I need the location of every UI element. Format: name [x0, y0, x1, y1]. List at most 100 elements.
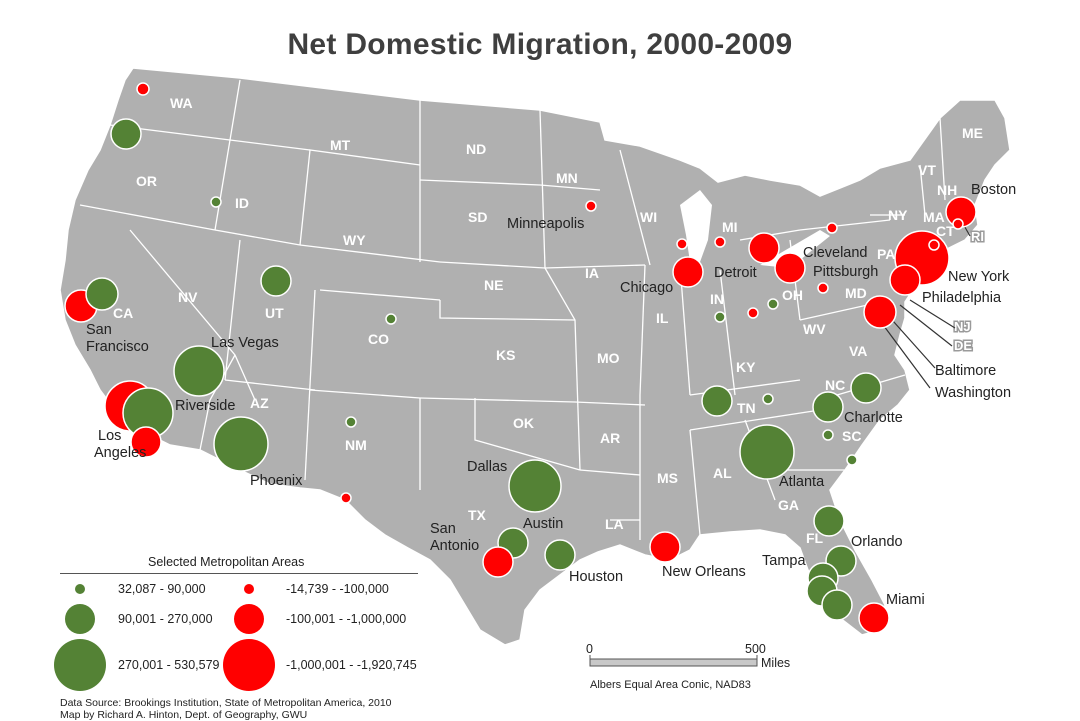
metro-houston [544, 539, 576, 571]
metro-detroit [748, 232, 780, 264]
state-labels: WA OR CA ID NV UT AZ MT WY CO NM ND SD N… [113, 95, 986, 546]
city-label-san-francisco-2: Francisco [86, 339, 149, 355]
metro-indianapolis [714, 311, 726, 323]
legend-gain-label-2: 90,001 - 270,000 [118, 612, 213, 626]
state-label-mi: MI [722, 219, 738, 235]
city-label-san-francisco-1: San [86, 322, 112, 338]
state-label-wa: WA [170, 95, 193, 111]
state-label-id: ID [235, 195, 249, 211]
city-label-charlotte: Charlotte [844, 410, 903, 426]
state-label-ca: CA [113, 305, 133, 321]
state-label-nc: NC [825, 377, 845, 393]
metro-minneapolis [585, 200, 597, 212]
metro-atlanta [739, 424, 795, 480]
scale-bar [589, 655, 758, 667]
state-label-ri: RI [971, 229, 984, 244]
state-label-mo: MO [597, 350, 620, 366]
scale-unit-label: Miles [761, 656, 791, 670]
metro-dayton [747, 307, 759, 319]
metro-seattle [136, 82, 150, 96]
metro-boise [210, 196, 222, 208]
metro-albuquerque [345, 416, 357, 428]
metro-chicago [672, 256, 704, 288]
city-label-boston: Boston [971, 182, 1016, 198]
city-label-atlanta: Atlanta [779, 474, 825, 490]
legend-loss-label-2: -100,001 - -1,000,000 [286, 612, 407, 626]
state-label-me: ME [962, 125, 983, 141]
metro-las-vegas [173, 345, 225, 397]
state-label-ms: MS [657, 470, 678, 486]
city-label-orlando: Orlando [851, 534, 903, 550]
state-label-ks: KS [496, 347, 515, 363]
state-label-wi: WI [640, 209, 657, 225]
city-label-miami: Miami [886, 592, 925, 608]
legend-loss-large [223, 639, 275, 691]
state-label-de: DE [954, 338, 972, 353]
city-label-baltimore: Baltimore [935, 363, 996, 379]
metro-denver [385, 313, 397, 325]
city-label-new-orleans: New Orleans [662, 564, 746, 580]
state-label-ga: GA [778, 497, 799, 513]
state-label-vt: VT [918, 162, 936, 178]
metro-raleigh [850, 372, 882, 404]
metro-columbus [767, 298, 779, 310]
scale-end-label: 500 [745, 642, 766, 656]
legend-gain-label-1: 32,087 - 90,000 [118, 582, 206, 596]
city-label-detroit: Detroit [714, 265, 757, 281]
city-label-chicago: Chicago [620, 280, 673, 296]
state-label-ok: OK [513, 415, 534, 431]
state-label-nj: NJ [954, 319, 971, 334]
lake-michigan [680, 190, 712, 262]
metro-dallas [508, 459, 562, 513]
state-label-wv: WV [803, 321, 826, 337]
metro-phoenix [213, 416, 269, 472]
city-label-los-angeles-2: Angeles [94, 445, 146, 461]
metro-milwaukee [676, 238, 688, 250]
state-label-or: OR [136, 173, 157, 189]
city-label-las-vegas: Las Vegas [211, 335, 279, 351]
metro-sacramento [85, 277, 119, 311]
state-label-mn: MN [556, 170, 578, 186]
metro-philadelphia [889, 264, 921, 296]
state-label-pa: PA [877, 246, 895, 262]
metro-providence [952, 218, 964, 230]
city-label-new-york: New York [948, 269, 1010, 285]
legend-title: Selected Metropolitan Areas [148, 555, 305, 569]
metro-salt-lake [260, 265, 292, 297]
city-label-houston: Houston [569, 569, 623, 585]
projection-note: Albers Equal Area Conic, NAD83 [590, 679, 751, 691]
metro-charlotte [812, 391, 844, 423]
state-label-fl: FL [806, 530, 824, 546]
state-label-sc: SC [842, 428, 861, 444]
state-label-ia: IA [585, 265, 599, 281]
state-label-nm: NM [345, 437, 367, 453]
metro-jacksonville [813, 505, 845, 537]
state-label-va: VA [849, 343, 867, 359]
legend-loss-label-1: -14,739 - -100,000 [286, 582, 389, 596]
metro-baltimore-wash [863, 295, 897, 329]
legend-gain-medium [65, 604, 95, 634]
state-label-in: IN [710, 291, 724, 307]
city-label-dallas: Dallas [467, 459, 507, 475]
metro-nashville [701, 385, 733, 417]
metro-san-diego [130, 426, 162, 458]
state-label-ne: NE [484, 277, 503, 293]
metro-fort-myers [821, 589, 853, 621]
state-label-il: IL [656, 310, 669, 326]
metro-cleveland [774, 252, 806, 284]
state-label-ny: NY [888, 207, 908, 223]
state-label-nd: ND [466, 141, 486, 157]
state-label-co: CO [368, 331, 389, 347]
state-label-oh: OH [782, 287, 803, 303]
metro-knoxville [762, 393, 774, 405]
legend-gain-label-3: 270,001 - 530,579 [118, 658, 220, 672]
state-label-md: MD [845, 285, 867, 301]
state-label-ut: UT [265, 305, 284, 321]
metro-miami [858, 602, 890, 634]
city-label-austin: Austin [523, 516, 563, 532]
metro-buffalo [826, 222, 838, 234]
metro-grand-rapids [714, 236, 726, 248]
state-label-la: LA [605, 516, 624, 532]
